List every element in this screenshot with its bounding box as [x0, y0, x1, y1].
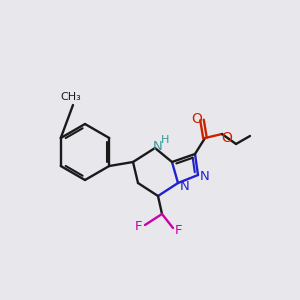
Text: F: F [135, 220, 143, 233]
Text: N: N [200, 170, 210, 184]
Text: F: F [175, 224, 183, 236]
Text: O: O [222, 131, 232, 145]
Text: O: O [192, 112, 203, 126]
Text: N: N [153, 140, 163, 152]
Text: H: H [161, 135, 169, 145]
Text: CH₃: CH₃ [61, 92, 81, 102]
Text: N: N [180, 179, 190, 193]
